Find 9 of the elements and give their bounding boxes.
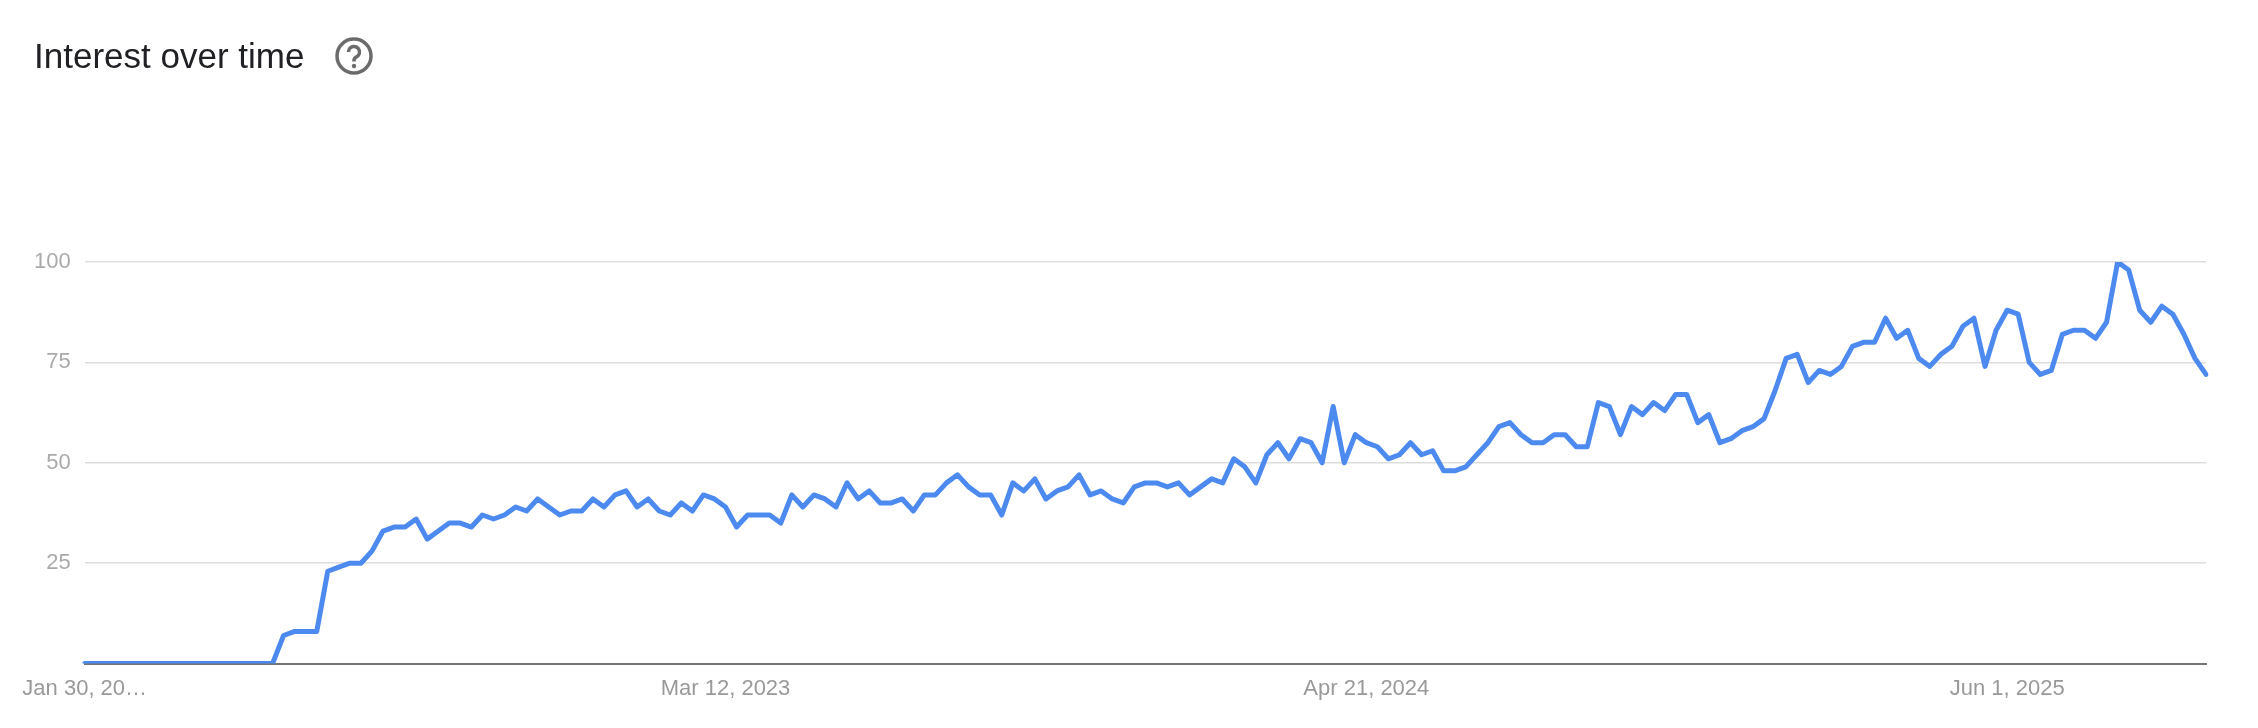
y-tick-label: 50	[46, 448, 71, 474]
y-tick-label: 25	[46, 549, 71, 575]
x-tick-label: Mar 12, 2023	[660, 674, 791, 700]
x-tick-label: Jan 30, 20…	[22, 674, 148, 700]
x-tick-label: Jun 1, 2025	[1949, 674, 2065, 700]
x-tick-label: Apr 21, 2024	[1303, 674, 1430, 700]
y-tick-label: 75	[46, 348, 71, 374]
chart-title: Interest over time	[34, 36, 305, 76]
y-tick-label: 100	[33, 248, 71, 274]
